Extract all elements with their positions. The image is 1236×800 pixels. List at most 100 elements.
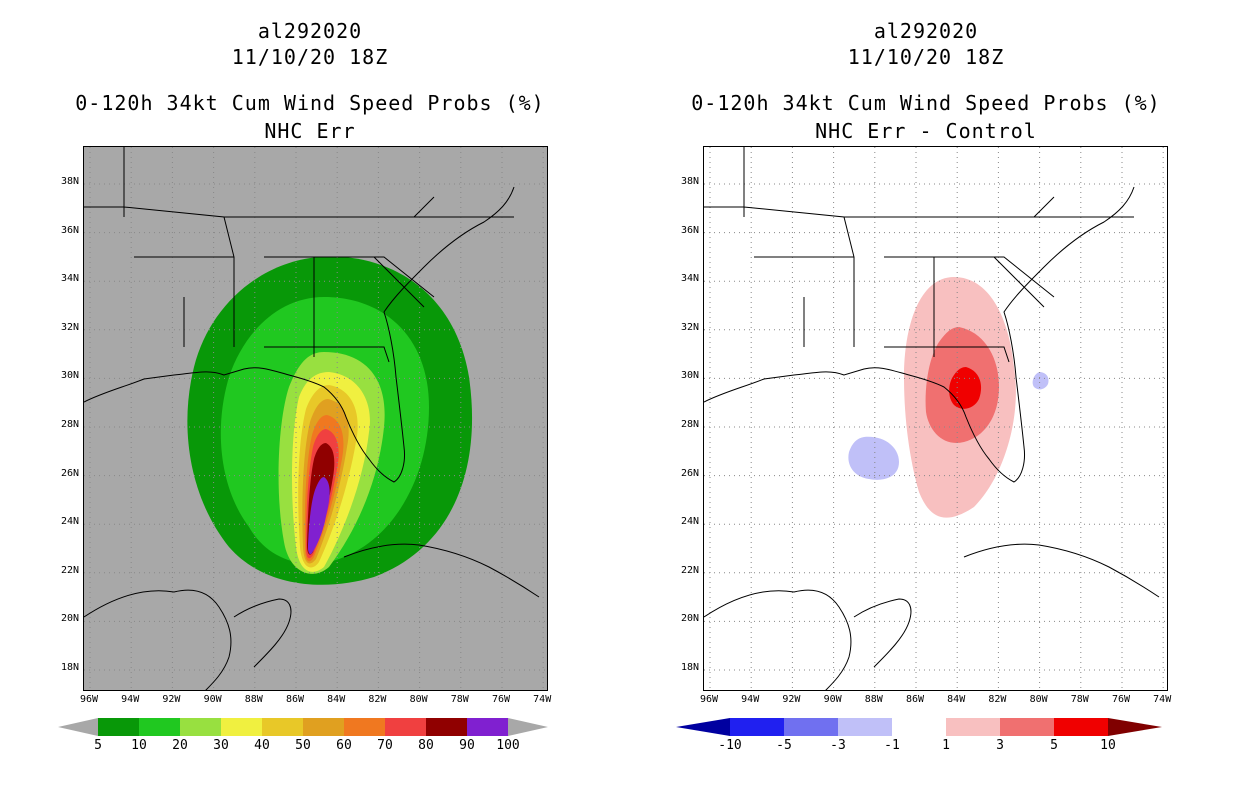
lat-label: 34N [60, 273, 79, 285]
colorbar-label: 100 [496, 738, 520, 753]
lat-label: 34N [680, 273, 699, 285]
lon-label: 78W [450, 694, 469, 705]
left-map-panel [83, 146, 548, 691]
lon-label: 82W [988, 694, 1007, 705]
right-map-svg [704, 147, 1167, 690]
lat-label: 32N [680, 321, 699, 333]
lat-label: 28N [60, 419, 79, 430]
lon-label: 82W [368, 694, 387, 705]
lon-label: 90W [823, 694, 842, 705]
lon-label: 76W [491, 694, 511, 705]
lon-label: 84W [947, 694, 966, 705]
diff-contour-neg1-b [1032, 372, 1049, 390]
lat-label: 22N [60, 564, 79, 576]
colorbar-swatch [303, 718, 344, 736]
lon-label: 94W [121, 694, 140, 705]
left-datetime: 11/10/20 18Z [231, 45, 389, 69]
left-map-svg [84, 147, 547, 690]
state-borders [84, 147, 514, 363]
colorbar-label: 40 [254, 738, 270, 753]
mexico-coast [84, 589, 232, 690]
colorbar-swatch [1054, 718, 1108, 736]
lon-label: 80W [1029, 694, 1048, 705]
cuba-coast [963, 543, 1160, 598]
lon-label: 78W [1070, 694, 1089, 705]
colorbar-label: 20 [172, 738, 188, 753]
colorbar-label: 10 [131, 738, 147, 753]
colorbar-label: 10 [1100, 738, 1116, 753]
colorbar-low-triangle [58, 718, 98, 736]
lon-label: 74W [1153, 694, 1172, 705]
lat-label: 20N [680, 613, 699, 625]
colorbar-label: 70 [377, 738, 393, 753]
colorbar-label: 1 [942, 738, 950, 753]
colorbar-swatch [467, 718, 508, 736]
lat-label: 38N [60, 176, 79, 187]
lon-label: 74W [533, 694, 552, 705]
colorbar-high-triangle [508, 718, 548, 736]
colorbar-label: 90 [459, 738, 475, 753]
right-datetime: 11/10/20 18Z [847, 45, 1005, 69]
lon-label: 84W [327, 694, 346, 705]
lon-label: 88W [244, 694, 263, 705]
us-gulf-coast [84, 186, 515, 483]
lon-label: 96W [699, 694, 719, 705]
left-colorbar [58, 718, 548, 736]
colorbar-swatch [426, 718, 467, 736]
colorbar-swatch [784, 718, 838, 736]
yucatan-coast [853, 598, 912, 668]
colorbar-label: 60 [336, 738, 352, 753]
us-gulf-coast [704, 186, 1135, 483]
colorbar-swatch [838, 718, 892, 736]
lat-label: 30N [60, 370, 79, 382]
right-colorbar [676, 718, 1162, 736]
lat-label: 28N [680, 419, 699, 430]
left-gridlines [84, 147, 547, 690]
colorbar-swatch [180, 718, 221, 736]
colorbar-low-triangle [676, 718, 730, 736]
yucatan-coast [233, 598, 292, 668]
lat-label: 36N [60, 224, 79, 236]
probability-contours [187, 256, 473, 585]
colorbar-label: 80 [418, 738, 434, 753]
colorbar-swatch [892, 718, 946, 736]
lat-label: 38N [680, 176, 699, 187]
lon-label: 92W [162, 694, 181, 705]
colorbar-swatch [262, 718, 303, 736]
lat-label: 36N [680, 224, 699, 236]
lat-label: 26N [680, 467, 699, 479]
colorbar-label: 30 [213, 738, 229, 753]
colorbar-label: -10 [718, 738, 742, 753]
colorbar-swatch [946, 718, 1000, 736]
diff-contour-neg1 [848, 436, 899, 480]
right-product-title: 0-120h 34kt Cum Wind Speed Probs (%) [691, 91, 1161, 115]
state-borders [704, 147, 1134, 363]
lon-label: 86W [285, 694, 305, 705]
colorbar-label: 5 [94, 738, 102, 753]
colorbar-label: -5 [776, 738, 792, 753]
lat-label: 24N [60, 516, 79, 528]
lat-label: 30N [680, 370, 699, 382]
colorbar-label: 5 [1050, 738, 1058, 753]
left-storm-id: al292020 [257, 19, 363, 43]
contour-100 [308, 502, 327, 555]
lon-label: 92W [782, 694, 801, 705]
lon-label: 86W [905, 694, 925, 705]
colorbar-label: 3 [996, 738, 1004, 753]
right-storm-id: al292020 [873, 19, 979, 43]
colorbar-swatch [344, 718, 385, 736]
mexico-coast [704, 589, 852, 690]
colorbar-label: 50 [295, 738, 311, 753]
lat-label: 26N [60, 467, 79, 479]
colorbar-high-triangle [1108, 718, 1162, 736]
colorbar-label: -3 [830, 738, 846, 753]
lat-label: 20N [60, 613, 79, 625]
colorbar-label: -1 [884, 738, 900, 753]
lat-label: 22N [680, 564, 699, 576]
right-coastlines [704, 147, 1160, 690]
colorbar-swatch [221, 718, 262, 736]
colorbar-swatch [139, 718, 180, 736]
lon-label: 96W [79, 694, 99, 705]
lon-label: 80W [409, 694, 428, 705]
left-product-title: 0-120h 34kt Cum Wind Speed Probs (%) [75, 91, 545, 115]
